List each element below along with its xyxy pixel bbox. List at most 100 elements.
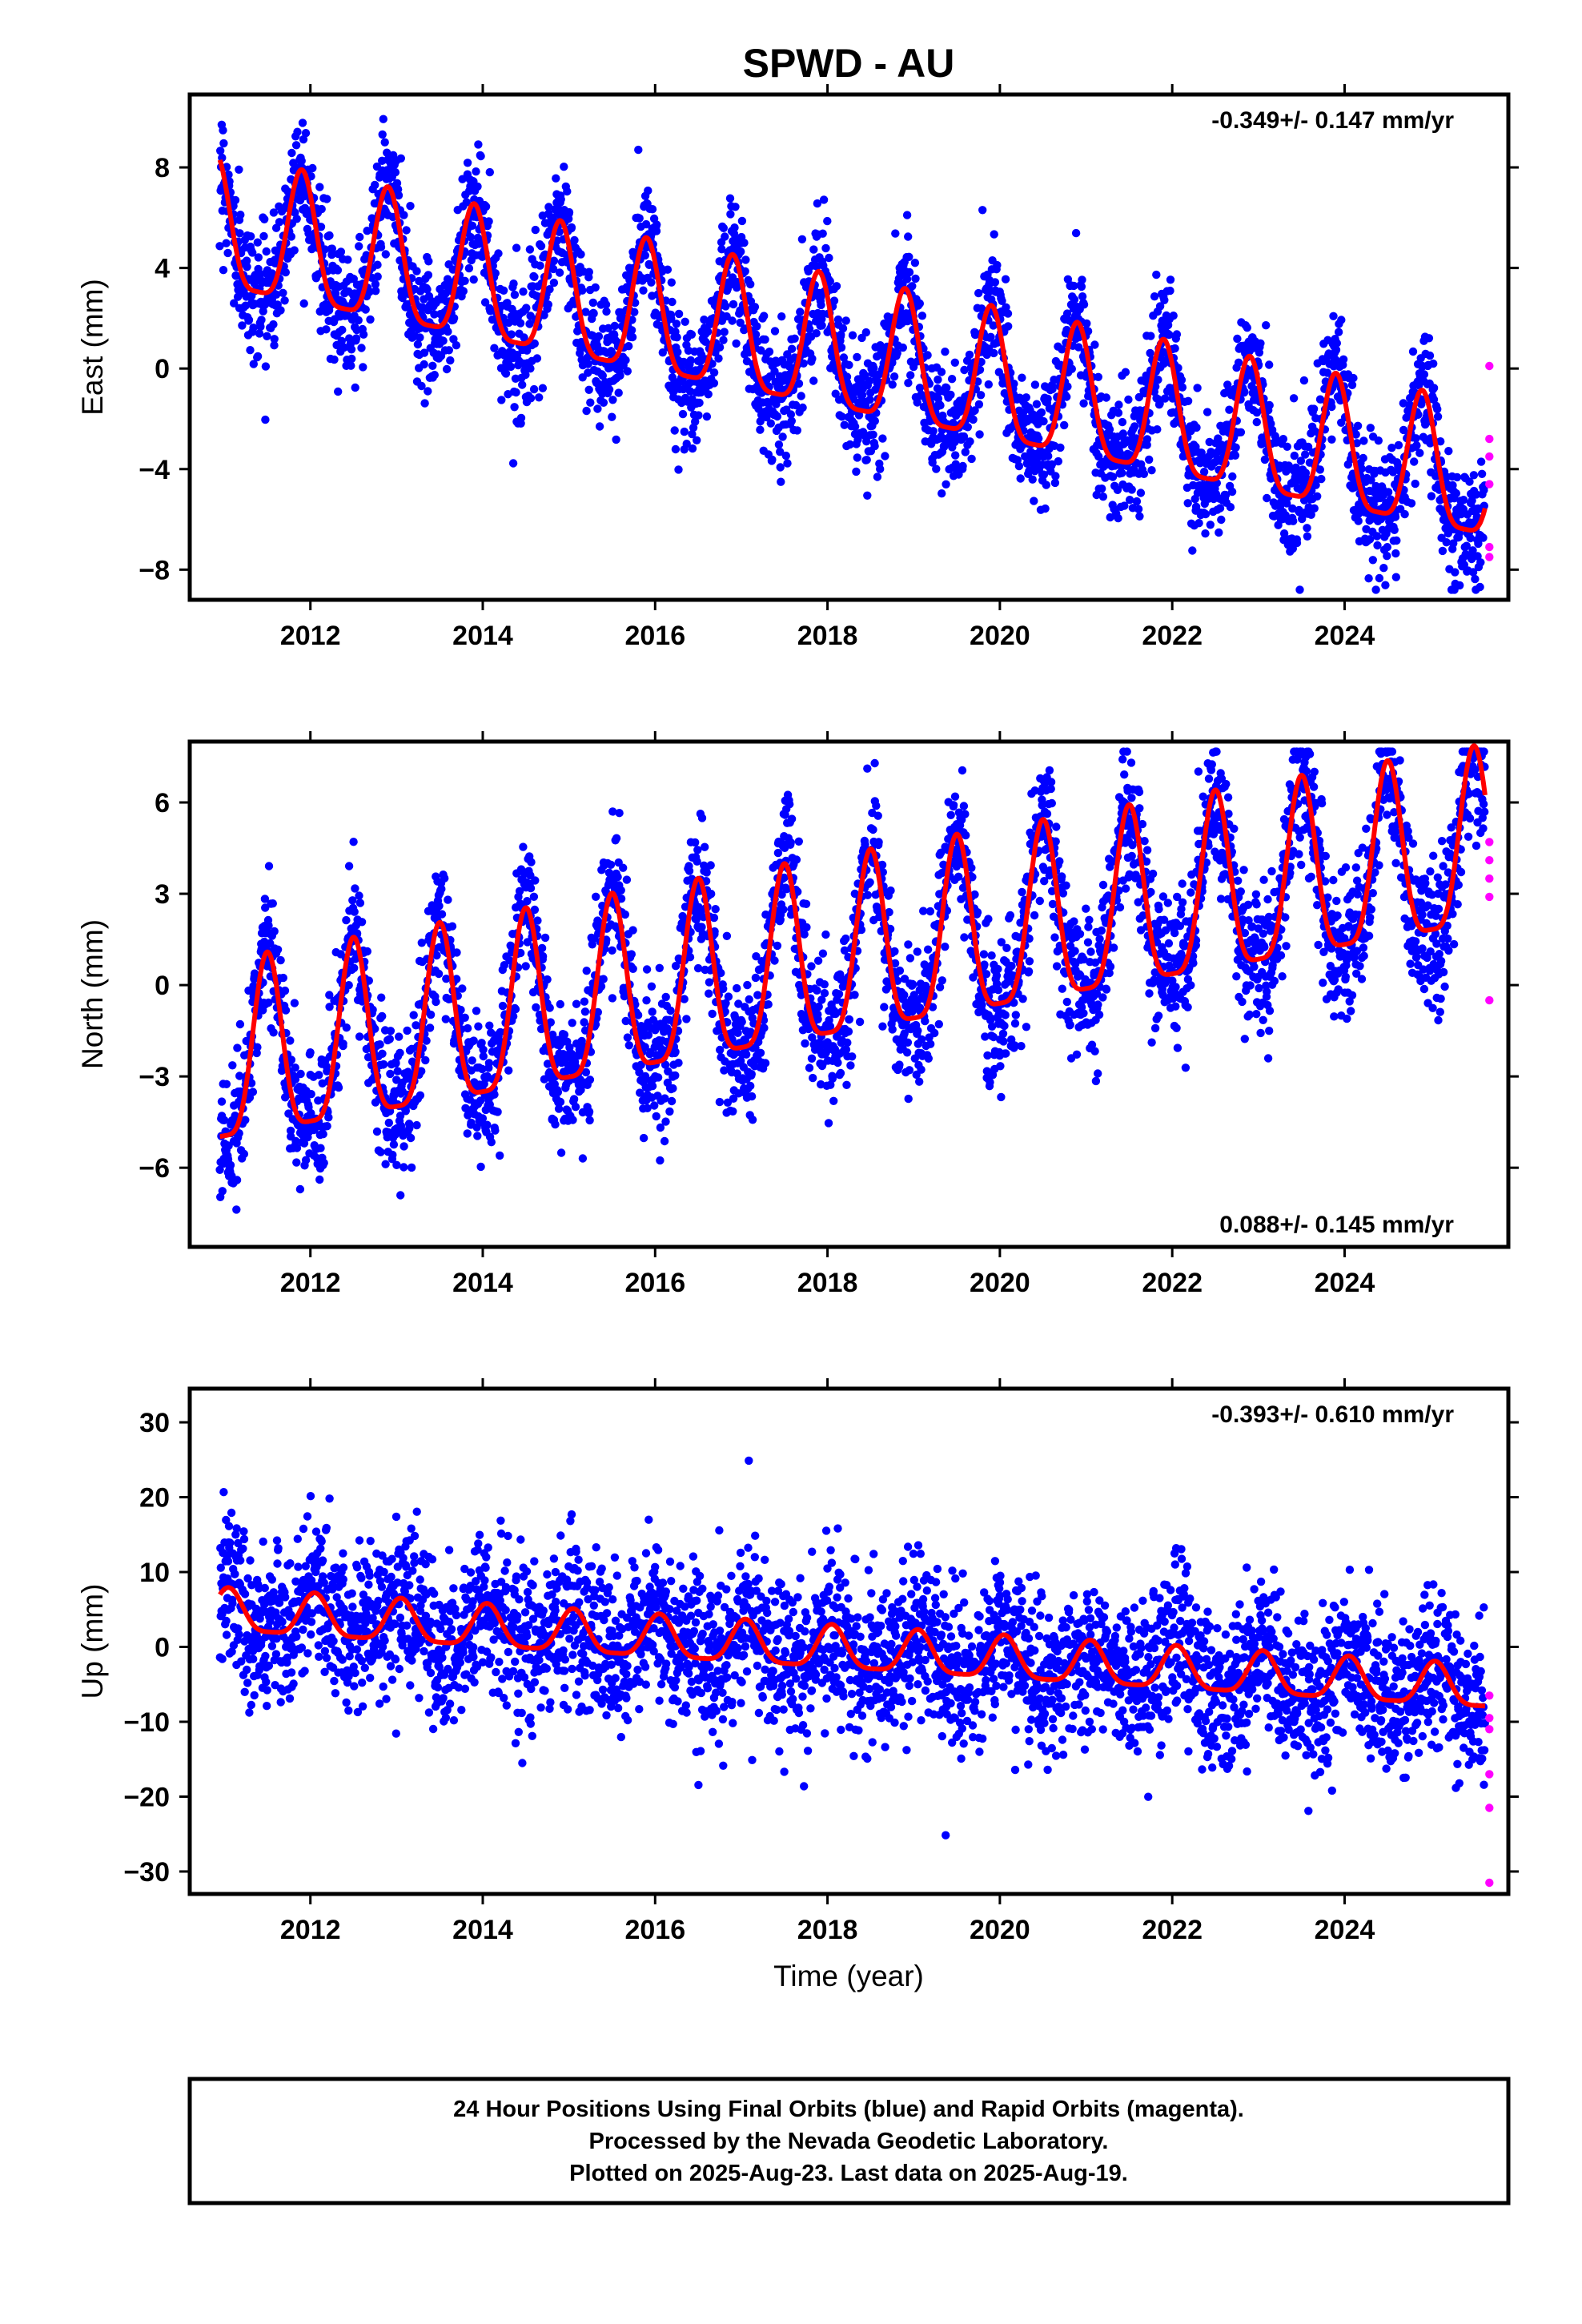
east-final-orbit-point: [905, 267, 914, 277]
east-final-orbit-point: [1214, 434, 1223, 443]
east-final-orbit-point: [459, 287, 468, 296]
north-final-orbit-point: [279, 973, 287, 983]
north-final-orbit-point: [474, 1022, 483, 1031]
north-final-orbit-point: [613, 872, 622, 882]
east-final-orbit-point: [686, 356, 695, 365]
north-final-orbit-point: [316, 1144, 325, 1152]
east-final-orbit-point: [430, 310, 439, 319]
east-final-orbit-point: [1077, 282, 1086, 292]
east-final-orbit-point: [1174, 364, 1182, 372]
east-final-orbit-point: [373, 260, 382, 269]
east-final-orbit-point: [1479, 533, 1488, 542]
north-final-orbit-point: [400, 1163, 408, 1172]
east-final-orbit-point: [497, 396, 506, 404]
east-final-orbit-point: [373, 272, 382, 281]
east-final-orbit-point: [1105, 425, 1114, 434]
east-final-orbit-point: [484, 217, 493, 226]
east-final-orbit-point: [1429, 359, 1438, 368]
east-final-orbit-point: [850, 422, 860, 431]
east-y-tick-label: −4: [139, 455, 170, 485]
east-final-orbit-point: [430, 371, 439, 380]
east-final-orbit-point: [576, 250, 585, 259]
east-final-orbit-point: [381, 250, 390, 259]
north-final-orbit-point: [426, 1010, 436, 1019]
east-final-orbit-point: [315, 183, 324, 191]
east-final-orbit-point: [741, 255, 750, 264]
east-final-orbit-point: [681, 317, 689, 326]
east-final-orbit-point: [647, 278, 656, 287]
east-final-orbit-point: [787, 344, 797, 353]
east-final-orbit-point: [336, 247, 346, 256]
east-final-orbit-point: [612, 435, 620, 444]
east-final-orbit-point: [1476, 457, 1486, 466]
east-final-orbit-point: [510, 403, 519, 412]
east-final-orbit-point: [1079, 300, 1089, 309]
east-x-tick-label: 2012: [280, 621, 341, 651]
east-final-orbit-point: [391, 168, 400, 177]
east-final-orbit-point: [688, 444, 697, 453]
east-final-orbit-point: [841, 316, 850, 325]
east-final-orbit-point: [1110, 461, 1119, 470]
east-final-orbit-point: [545, 285, 554, 294]
east-final-orbit-point: [219, 126, 227, 135]
east-final-orbit-point: [639, 286, 648, 295]
east-final-orbit-point: [940, 442, 949, 451]
east-final-orbit-point: [1215, 528, 1223, 537]
east-final-orbit-point: [917, 312, 927, 320]
east-rate-label: -0.349+/- 0.147 mm/yr: [1211, 107, 1454, 134]
east-final-orbit-point: [1120, 501, 1129, 510]
east-final-orbit-point: [379, 115, 387, 123]
north-final-orbit-point: [452, 948, 461, 957]
east-final-orbit-point: [721, 302, 730, 311]
east-final-orbit-point: [1243, 324, 1252, 332]
north-final-orbit-point: [612, 834, 621, 842]
north-final-orbit-point: [350, 963, 359, 973]
east-final-orbit-point: [1411, 479, 1419, 489]
north-final-orbit-point: [290, 999, 299, 1007]
east-final-orbit-point: [538, 384, 548, 392]
east-final-orbit-point: [276, 306, 285, 315]
east-final-orbit-point: [1078, 292, 1087, 301]
north-final-orbit-point: [468, 1056, 476, 1065]
east-final-orbit-point: [347, 345, 356, 354]
north-final-orbit-point: [409, 1011, 418, 1019]
east-final-orbit-point: [608, 396, 617, 404]
east-final-orbit-point: [289, 159, 298, 167]
east-final-orbit-point: [732, 339, 741, 348]
north-final-orbit-point: [584, 1108, 594, 1116]
east-final-orbit-point: [526, 364, 535, 373]
north-final-orbit-point: [472, 1007, 481, 1015]
east-final-orbit-point: [582, 406, 591, 416]
east-final-orbit-point: [521, 370, 530, 380]
east-final-orbit-point: [1298, 514, 1307, 524]
north-final-orbit-point: [280, 986, 290, 995]
east-final-orbit-point: [1283, 499, 1291, 508]
chart-title: SPWD - AU: [743, 41, 955, 86]
east-final-orbit-point: [1155, 399, 1164, 408]
east-final-orbit-point: [1199, 468, 1209, 476]
north-final-orbit-point: [306, 1048, 315, 1057]
east-final-orbit-point: [1125, 496, 1134, 505]
east-final-orbit-point: [215, 242, 224, 251]
north-final-orbit-point: [379, 1059, 388, 1069]
east-final-orbit-point: [279, 288, 287, 297]
east-final-orbit-point: [570, 235, 579, 245]
east-final-orbit-point: [865, 395, 874, 404]
east-final-orbit-point: [1419, 370, 1429, 379]
east-final-orbit-point: [420, 348, 429, 357]
east-final-orbit-point: [1303, 524, 1311, 533]
east-final-orbit-point: [854, 411, 864, 420]
north-final-orbit-point: [628, 964, 637, 974]
north-final-orbit-point: [623, 1033, 632, 1042]
east-final-orbit-point: [1070, 281, 1078, 291]
east-final-orbit-point: [941, 348, 950, 356]
north-final-orbit-point: [334, 1083, 343, 1092]
east-final-orbit-point: [586, 398, 595, 407]
east-final-orbit-point: [703, 327, 713, 336]
east-final-orbit-point: [975, 430, 984, 439]
east-final-orbit-point: [308, 163, 317, 173]
north-final-orbit-point: [437, 884, 446, 894]
east-final-orbit-point: [634, 145, 643, 155]
east-final-orbit-point: [420, 360, 428, 369]
east-final-orbit-point: [1373, 541, 1382, 550]
